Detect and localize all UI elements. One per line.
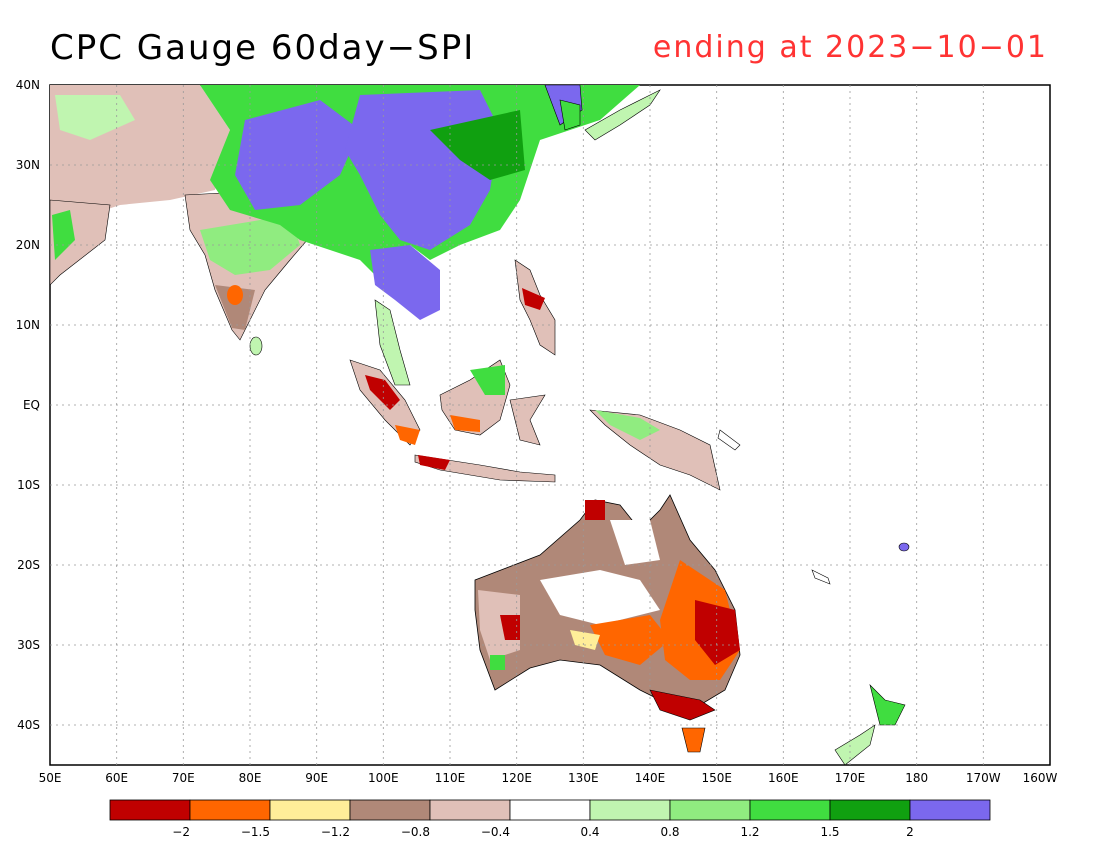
lat-label: 30N <box>16 158 40 172</box>
lat-label: 20N <box>16 238 40 252</box>
region-borneo-dry <box>450 415 480 432</box>
lat-label: 10S <box>17 478 40 492</box>
region-australia-se <box>649 689 716 721</box>
region-newcaledonia <box>811 569 831 585</box>
region-australia-north-dry <box>585 500 605 520</box>
lat-labels: 40N 30N 20N 10N EQ 10S 20S 30S 40S <box>16 78 40 732</box>
legend-swatch <box>269 799 351 821</box>
region-australia-west <box>478 590 520 660</box>
lat-label: 40N <box>16 78 40 92</box>
region-tasmania <box>681 727 706 753</box>
legend-swatch <box>189 799 271 821</box>
region-arabia-green <box>52 210 75 260</box>
region-australia-yellow <box>570 630 600 650</box>
legend-swatch <box>829 799 911 821</box>
legend-labels: −2 −1.5 −1.2 −0.8 −0.4 0.4 0.8 1.2 1.5 2 <box>172 825 914 839</box>
region-solomon <box>717 429 741 451</box>
legend-swatch <box>109 799 191 821</box>
region-japan <box>584 89 661 141</box>
lon-label: 130E <box>568 771 599 785</box>
lon-label: 110E <box>435 771 466 785</box>
legend-label: −0.4 <box>481 825 510 839</box>
region-china-dkgreen <box>430 110 525 180</box>
lat-label: EQ <box>23 398 40 412</box>
region-newzealand-north <box>869 684 906 726</box>
map-date-subtitle: ending at 2023−10−01 <box>652 30 1048 65</box>
lon-label: 60E <box>105 771 128 785</box>
region-newzealand-south <box>834 724 876 765</box>
region-newguinea-green <box>595 410 660 440</box>
region-borneo-green <box>470 365 505 395</box>
region-india-south <box>215 285 255 330</box>
lon-label: 160W <box>1023 771 1058 785</box>
legend-swatch <box>429 799 511 821</box>
region-philippines-dry <box>522 288 545 310</box>
lon-label: 150E <box>701 771 732 785</box>
lon-label: 180 <box>905 771 928 785</box>
legend-swatch <box>749 799 831 821</box>
region-sulawesi <box>509 394 546 446</box>
lon-label: 50E <box>39 771 62 785</box>
region-malay <box>374 299 411 386</box>
lat-label: 20S <box>17 558 40 572</box>
lon-label: 170E <box>835 771 866 785</box>
legend-label: −2 <box>172 825 190 839</box>
region-java-dry <box>418 455 450 470</box>
region-australia-south-dry <box>590 615 670 665</box>
region-iran-green <box>55 95 135 140</box>
lon-label: 100E <box>368 771 399 785</box>
lon-label: 90E <box>305 771 328 785</box>
region-india-dry-spot <box>227 285 243 305</box>
region-australia-east-vdry <box>695 600 740 665</box>
region-australia-center <box>540 570 660 625</box>
lon-label: 160E <box>768 771 799 785</box>
lon-label: 140E <box>635 771 666 785</box>
lat-label: 30S <box>17 638 40 652</box>
legend-swatch <box>909 799 991 821</box>
region-fiji <box>898 542 910 552</box>
legend-swatch <box>349 799 431 821</box>
legend-label: 0.8 <box>660 825 679 839</box>
legend-label: −1.5 <box>241 825 270 839</box>
legend-label: 1.2 <box>740 825 759 839</box>
lon-label: 80E <box>239 771 262 785</box>
legend-label: 1.5 <box>820 825 839 839</box>
legend-label: −1.2 <box>321 825 350 839</box>
region-sumatra-south <box>395 425 420 445</box>
legend-label: 0.4 <box>580 825 599 839</box>
legend-swatch <box>589 799 671 821</box>
lon-label: 170W <box>966 771 1001 785</box>
lon-label: 70E <box>172 771 195 785</box>
legend-label: −0.8 <box>401 825 430 839</box>
region-australia-sw-dry <box>500 615 520 640</box>
map-title: CPC Gauge 60day−SPI <box>50 28 476 68</box>
region-tibet-wet <box>235 100 360 210</box>
region-sumatra-dry <box>365 375 400 410</box>
region-australia-sw-green <box>490 655 505 670</box>
map-fields <box>50 85 910 765</box>
region-korea <box>559 99 581 131</box>
region-australia-center2 <box>610 520 660 565</box>
lat-label: 10N <box>16 318 40 332</box>
region-seasia-wet <box>370 245 440 320</box>
lon-label: 120E <box>501 771 532 785</box>
legend-swatch <box>669 799 751 821</box>
legend-swatch <box>509 799 591 821</box>
lon-labels: 50E 60E 70E 80E 90E 100E 110E 120E 130E … <box>39 771 1058 785</box>
region-srilanka <box>249 336 263 356</box>
legend-colorbar <box>109 799 991 821</box>
legend-label: 2 <box>906 825 914 839</box>
lat-label: 40S <box>17 718 40 732</box>
grid-lines <box>50 85 1050 765</box>
